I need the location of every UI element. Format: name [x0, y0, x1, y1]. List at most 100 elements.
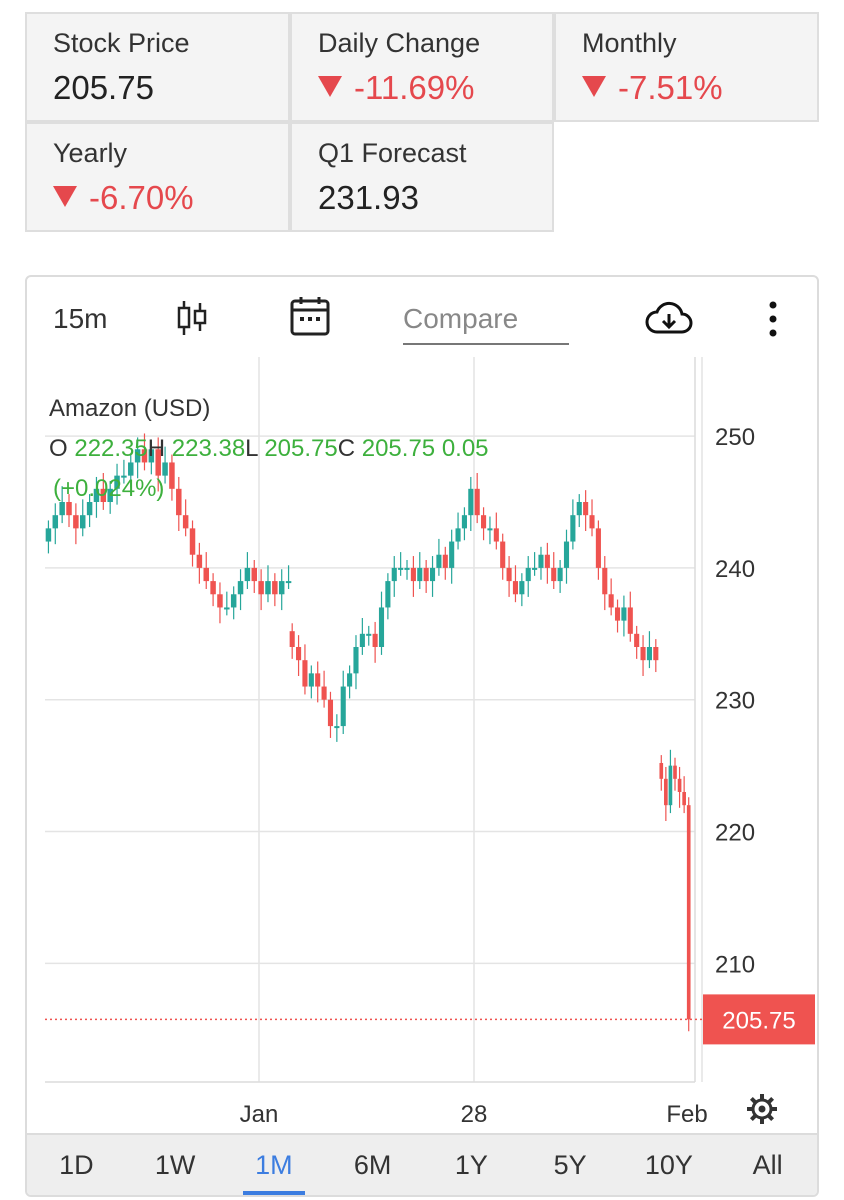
candle-body — [653, 647, 659, 661]
arrow-down-icon — [582, 76, 606, 97]
range-selector: 1D 1W 1M 6M 1Y 5Y 10Y All — [27, 1133, 817, 1195]
stat-card-daily-change: Daily Change -11.69% — [290, 12, 554, 122]
range-1d[interactable]: 1D — [59, 1150, 94, 1180]
candle-body — [155, 449, 161, 476]
candle-body — [668, 765, 673, 806]
y-tick-label: 210 — [715, 951, 755, 978]
candle-body — [538, 554, 544, 568]
range-1w[interactable]: 1W — [154, 1150, 196, 1180]
x-tick-label: 28 — [461, 1101, 488, 1128]
candle-body — [391, 567, 397, 582]
candle-body — [196, 554, 203, 568]
stat-label: Yearly — [53, 138, 128, 168]
candle-body — [121, 475, 127, 478]
cloud-download-icon[interactable] — [645, 301, 693, 342]
candle-body — [455, 528, 461, 542]
candle-body — [634, 633, 640, 647]
candle-body — [203, 567, 209, 582]
candle-body — [366, 633, 372, 636]
candle-body — [182, 515, 189, 529]
candle-body — [45, 528, 52, 542]
arrow-down-icon — [53, 186, 77, 207]
candle-body — [289, 631, 295, 647]
candle-body — [563, 541, 570, 568]
candle-body — [93, 488, 100, 502]
stat-card-q1-forecast: Q1 Forecast 231.93 — [290, 122, 554, 232]
candle-body — [230, 594, 237, 608]
candle-body — [398, 567, 404, 570]
candle-body — [189, 528, 196, 555]
candle-body — [551, 567, 557, 582]
more-vert-icon[interactable] — [763, 299, 783, 344]
candle-body — [359, 633, 365, 647]
candle-body — [429, 567, 436, 582]
candle-body — [224, 607, 230, 610]
candle-body — [107, 488, 113, 502]
candle-body — [423, 567, 429, 582]
candle-body — [410, 567, 416, 582]
chart-panel: 15m Compare — [25, 275, 819, 1197]
candle-body — [608, 594, 614, 608]
candle-body — [519, 581, 525, 595]
low-label: L — [245, 435, 258, 462]
candle-body — [210, 581, 216, 595]
stat-label: Stock Price — [53, 28, 190, 58]
high-label: H — [147, 435, 166, 462]
candle-body — [73, 515, 79, 529]
candle-body — [353, 647, 359, 674]
x-tick-label: Jan — [240, 1101, 279, 1128]
candle-body — [141, 449, 148, 463]
candle-body — [686, 805, 691, 1020]
candle-body — [614, 607, 621, 621]
candle-body — [404, 567, 410, 570]
candle-body — [278, 581, 285, 595]
candle-body — [487, 528, 493, 531]
candle-body — [493, 528, 499, 542]
candle-body — [52, 515, 59, 529]
candle-body — [557, 567, 563, 582]
high-value: 223.38 — [171, 435, 246, 462]
x-tick-label: Feb — [666, 1101, 707, 1128]
candle-body — [308, 673, 314, 687]
open-value: 222.35 — [74, 435, 148, 462]
candle-body — [570, 515, 576, 542]
candle-body — [682, 792, 686, 806]
candle-body — [128, 462, 134, 476]
interval-selector[interactable]: 15m — [53, 303, 108, 334]
candle-body — [285, 581, 292, 584]
candle-body — [525, 567, 531, 582]
candle-body — [627, 607, 633, 634]
candle-body — [583, 502, 589, 516]
candle-body — [237, 581, 244, 595]
ohlc-readout: O 222.35H 223.38L 205.75C 205.75 0.05 — [49, 435, 489, 463]
range-1y[interactable]: 1Y — [454, 1150, 488, 1180]
candle-body — [327, 699, 334, 727]
range-5y[interactable]: 5Y — [553, 1150, 587, 1180]
candle-body — [646, 647, 652, 661]
stat-value: 231.93 — [318, 179, 419, 216]
stat-value: -7.51% — [618, 69, 723, 106]
arrow-down-icon — [318, 76, 342, 97]
candlestick-icon[interactable] — [175, 299, 209, 342]
candle-body — [134, 449, 141, 463]
range-1m[interactable]: 1M — [225, 1135, 324, 1195]
candle-body — [114, 475, 120, 489]
range-6m[interactable]: 6M — [353, 1150, 392, 1180]
candle-body — [315, 673, 321, 687]
candle-body — [659, 763, 664, 779]
candle-body — [621, 607, 627, 621]
price-chart[interactable]: 250 240 230 220 210 Jan 28 Feb 205.75 — [27, 357, 817, 1137]
compare-input[interactable]: Compare — [403, 303, 569, 345]
candle-body — [417, 567, 423, 582]
candle-body — [169, 462, 175, 489]
candle-body — [677, 778, 682, 792]
candle-body — [59, 502, 65, 516]
low-value: 205.75 — [264, 435, 338, 462]
candle-body — [272, 581, 278, 595]
range-all[interactable]: All — [752, 1150, 783, 1180]
stat-value: 205.75 — [53, 69, 154, 106]
range-10y[interactable]: 10Y — [644, 1150, 693, 1180]
stat-card-monthly: Monthly -7.51% — [554, 12, 819, 122]
close-value: 205.75 — [361, 435, 436, 462]
calendar-icon[interactable] — [289, 295, 331, 342]
